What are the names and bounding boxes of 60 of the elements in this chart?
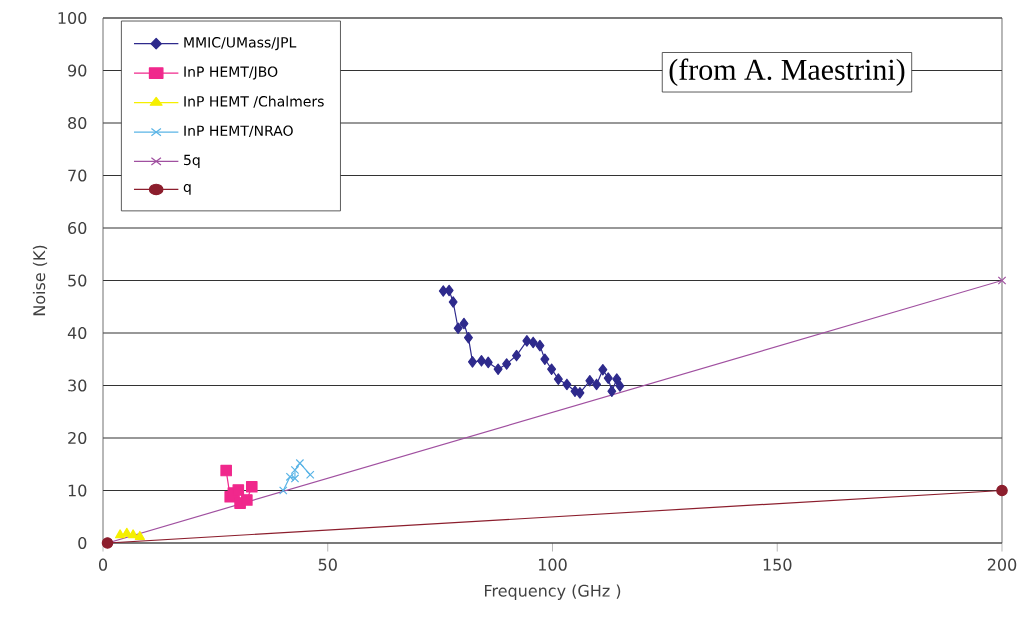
legend-label: InP HEMT/JBO <box>184 66 278 80</box>
point <box>528 336 538 349</box>
point <box>245 481 258 493</box>
point <box>547 363 557 376</box>
point <box>278 486 288 495</box>
point <box>502 358 512 370</box>
point <box>463 331 473 344</box>
legend-label: InP HEMT/NRAO <box>184 125 293 138</box>
point <box>598 363 608 376</box>
y-tick-label: 40 <box>67 326 87 340</box>
y-tick-label: 70 <box>68 169 87 182</box>
x-tick-label: 0 <box>98 558 108 571</box>
point <box>540 353 550 366</box>
point <box>997 276 1007 285</box>
point <box>996 484 1008 497</box>
point <box>220 464 232 477</box>
y-axis-title: Noise (K) <box>32 245 48 316</box>
point <box>615 380 625 392</box>
point <box>290 465 300 475</box>
point <box>459 317 469 330</box>
point <box>603 372 613 384</box>
point <box>493 363 503 376</box>
x-tick-label: 100 <box>538 558 567 571</box>
annotation: (from A. Maestrini) <box>669 58 905 87</box>
y-tick-label: 30 <box>68 379 87 392</box>
point <box>553 373 563 385</box>
point <box>535 339 545 352</box>
point <box>448 296 458 308</box>
y-tick-label: 90 <box>68 64 87 77</box>
point <box>453 322 463 335</box>
point <box>483 356 493 369</box>
point <box>134 530 145 540</box>
point <box>467 356 477 368</box>
point <box>305 470 315 480</box>
y-tick-label: 50 <box>68 274 87 287</box>
point <box>562 378 572 391</box>
x-axis-title: Frequency (GHz ) <box>485 584 621 600</box>
x-tick-label: 50 <box>318 558 337 571</box>
point <box>512 349 522 362</box>
point <box>476 355 486 367</box>
point <box>612 373 622 385</box>
point <box>522 335 532 347</box>
legend-label: q <box>183 184 191 195</box>
point <box>607 385 617 398</box>
y-tick-label: 60 <box>68 221 87 235</box>
legend-label: 5q <box>184 154 200 168</box>
point <box>232 484 245 496</box>
point <box>295 458 305 468</box>
point <box>585 374 595 387</box>
y-tick-label: 20 <box>68 431 87 445</box>
y-tick-label: 0 <box>78 536 87 550</box>
point <box>592 378 602 391</box>
x-tick-label: 200 <box>987 558 1017 571</box>
y-tick-label: 80 <box>68 116 87 130</box>
x-tick-label: 150 <box>763 558 792 571</box>
legend-label: MMIC/UMass/JPL <box>184 37 297 51</box>
legend-label: InP HEMT /Chalmers <box>184 95 324 108</box>
y-tick-label: 10 <box>68 484 87 497</box>
point <box>241 494 253 506</box>
y-tick-label: 100 <box>58 11 87 25</box>
